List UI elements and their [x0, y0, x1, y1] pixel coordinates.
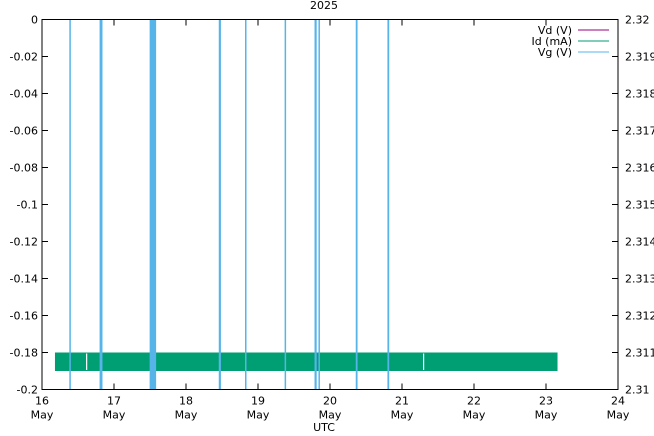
y-left-tick-label: -0.04	[10, 88, 38, 101]
x-tick-month: May	[31, 409, 54, 422]
y-left-tick-label: -0.06	[10, 125, 38, 138]
y-left-tick-label: -0.16	[10, 310, 38, 323]
series-vg-spike	[387, 19, 390, 390]
x-tick-month: May	[247, 409, 270, 422]
x-tick-label: 22 May	[463, 395, 486, 422]
x-tick-label: 18 May	[175, 395, 198, 422]
y-left-tick-label: -0.2	[17, 384, 38, 397]
y-left-tick-label: -0.1	[17, 199, 38, 212]
y-left-tick-label: -0.14	[10, 273, 38, 286]
x-tick-label: 23 May	[535, 395, 558, 422]
y-right-tick-label: 2.315	[625, 199, 654, 212]
x-tick-month: May	[391, 409, 414, 422]
y-right-tick-label: 2.31	[625, 384, 650, 397]
y-right-tick-label: 2.313	[625, 273, 654, 286]
y-right-tick-label: 2.311	[625, 347, 654, 360]
x-tick-month: May	[535, 409, 558, 422]
x-tick-label: 17 May	[103, 395, 126, 422]
y-left-tick-label: -0.18	[10, 347, 38, 360]
series-id-band	[54, 352, 558, 371]
y-right-tick-label: 2.319	[625, 51, 654, 64]
x-tick-label: 21 May	[391, 395, 414, 422]
x-tick-month: May	[463, 409, 486, 422]
y-right-tick-label: 2.314	[625, 236, 654, 249]
legend-label: Vg (V)	[538, 46, 572, 59]
y-left-tick-label: -0.08	[10, 162, 38, 175]
y-right-tick-label: 2.318	[625, 88, 654, 101]
x-axis-label: UTC	[313, 421, 335, 432]
x-tick-month: May	[103, 409, 126, 422]
x-tick-label: 20 May	[319, 395, 342, 422]
x-tick-day: 21	[395, 395, 409, 408]
x-tick-day: 17	[107, 395, 121, 408]
series-vg-spike	[99, 19, 103, 390]
plot-area	[54, 19, 558, 390]
legend: Vd (V)Id (mA)Vg (V)	[531, 24, 609, 59]
series-vg-spike	[245, 19, 247, 390]
y-left-tick-label: -0.12	[10, 236, 38, 249]
x-tick-label: 19 May	[247, 395, 270, 422]
y-right-tick-label: 2.316	[625, 162, 654, 175]
x-tick-month: May	[607, 409, 630, 422]
y-right-tick-label: 2.317	[625, 125, 654, 138]
y-left-tick-label: 0	[31, 14, 38, 27]
series-vg-spike	[284, 19, 287, 390]
legend-label: Id (mA)	[531, 35, 572, 48]
x-tick-day: 22	[467, 395, 481, 408]
x-tick-day: 24	[611, 395, 625, 408]
chart-title: 2025	[310, 0, 338, 12]
series-vg-spike	[355, 19, 358, 390]
x-tick-day: 16	[35, 395, 49, 408]
series-vg-spike	[314, 19, 317, 390]
series-vg-spike	[152, 19, 157, 390]
x-tick-day: 19	[251, 395, 265, 408]
series-vg-spike	[318, 19, 320, 390]
x-tick-day: 18	[179, 395, 193, 408]
series-vg-spike	[69, 19, 71, 390]
legend-label: Vd (V)	[538, 24, 572, 37]
y-right-tick-label: 2.312	[625, 310, 654, 323]
plot-frame	[41, 19, 619, 390]
x-tick-label: 24 May	[607, 395, 630, 422]
y-right-tick-label: 2.32	[625, 14, 650, 27]
y-left-tick-label: -0.02	[10, 51, 38, 64]
series-vg-spike	[149, 19, 154, 390]
x-tick-month: May	[319, 409, 342, 422]
x-tick-day: 20	[323, 395, 337, 408]
x-tick-label: 16 May	[31, 395, 54, 422]
x-tick-month: May	[175, 409, 198, 422]
x-tick-day: 23	[539, 395, 553, 408]
series-vg-spike	[218, 19, 221, 390]
